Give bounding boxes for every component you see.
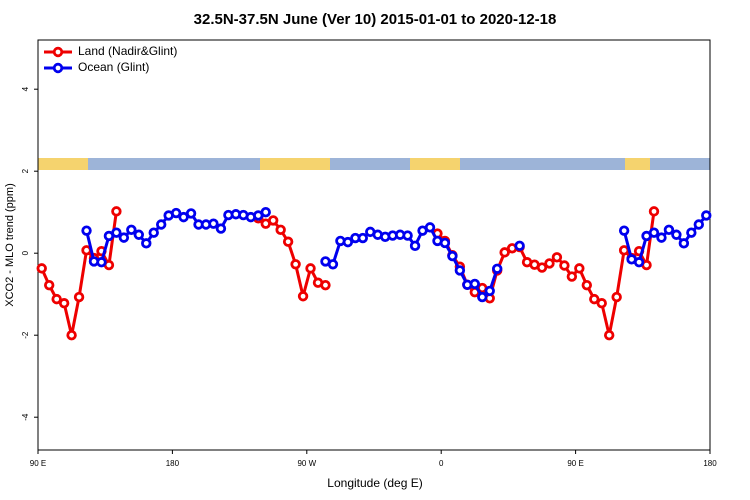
land-strip [260, 158, 330, 170]
data-point [633, 257, 645, 268]
x-tick-label: 90 W [297, 459, 316, 468]
data-point [589, 293, 600, 305]
data-point [663, 224, 675, 236]
data-point [469, 278, 480, 290]
data-point [111, 206, 122, 217]
data-point [170, 207, 182, 219]
data-point [133, 229, 144, 240]
data-point [282, 236, 294, 247]
data-point [544, 258, 555, 269]
data-point [305, 263, 316, 274]
y-tick-label: -2 [21, 331, 30, 339]
data-point [111, 227, 122, 238]
data-point [566, 271, 578, 282]
data-point [492, 263, 503, 274]
data-point [484, 285, 495, 297]
data-point [148, 227, 159, 238]
data-point [290, 259, 301, 270]
data-point [671, 229, 682, 240]
data-point [327, 259, 339, 270]
data-point [447, 250, 458, 262]
data-point [215, 223, 227, 234]
data-point [66, 330, 77, 341]
data-point [141, 238, 152, 249]
y-axis-label: XCO2 - MLO trend (ppm) [4, 183, 16, 306]
x-axis-label: Longitude (deg E) [327, 476, 422, 490]
data-point [275, 224, 286, 236]
y-tick-label: 0 [21, 250, 30, 255]
data-point [648, 206, 660, 217]
land-strip [38, 158, 88, 170]
land-strip [625, 158, 650, 170]
data-point [604, 330, 615, 341]
data-point [693, 219, 704, 230]
ocean-strip [38, 158, 710, 170]
data-point [155, 219, 167, 230]
data-point [678, 238, 690, 249]
series-line [85, 210, 708, 300]
x-tick-label: 0 [439, 459, 444, 468]
y-tick-label: 2 [21, 168, 30, 173]
data-point [58, 298, 70, 309]
data-point [342, 236, 354, 248]
data-point [409, 240, 421, 252]
x-tick-label: 180 [166, 459, 180, 468]
y-tick-label: 4 [21, 86, 30, 91]
x-tick-label: 180 [703, 459, 717, 468]
data-point [618, 245, 630, 256]
data-point [701, 210, 712, 221]
land-ocean-strip [38, 158, 710, 170]
plot-frame [37, 39, 711, 451]
legend-label: Land (Nadir&Glint) [78, 44, 177, 58]
y-tick-label: -4 [21, 413, 30, 421]
data-point [81, 225, 92, 236]
data-point [402, 230, 413, 241]
data-point [559, 260, 570, 271]
data-point [118, 232, 130, 243]
data-point [268, 215, 279, 226]
data-point [320, 279, 331, 291]
data-point [73, 291, 85, 303]
data-point [536, 262, 548, 273]
data-point [656, 232, 667, 243]
data-point [439, 237, 451, 249]
chart-title: 32.5N-37.5N June (Ver 10) 2015-01-01 to … [194, 11, 557, 28]
data-point [297, 291, 309, 302]
data-point [36, 263, 47, 274]
data-point [581, 279, 592, 291]
data-point [424, 222, 436, 233]
data-point [611, 291, 622, 303]
data-point [551, 252, 563, 263]
data-point [514, 240, 525, 252]
land-strip [410, 158, 460, 170]
legend-marker [52, 62, 64, 74]
data-point [208, 218, 219, 229]
data-point [454, 265, 466, 276]
data-point [185, 208, 197, 219]
legend-marker [52, 46, 64, 58]
data-point [574, 263, 585, 274]
data-point [499, 247, 510, 258]
data-point [260, 206, 271, 218]
data-point [648, 227, 660, 238]
legend-label: Ocean (Glint) [78, 60, 149, 74]
data-point [618, 225, 630, 236]
data-point [126, 224, 137, 236]
x-tick-label: 90 E [567, 459, 583, 468]
data-point [686, 227, 697, 238]
data-point [51, 293, 62, 305]
data-point [44, 279, 55, 291]
data-point [596, 298, 607, 309]
data-point [96, 257, 107, 268]
x-tick-label: 90 E [30, 459, 46, 468]
data-point [357, 232, 368, 244]
data-point [178, 211, 189, 223]
data-point [477, 291, 488, 303]
